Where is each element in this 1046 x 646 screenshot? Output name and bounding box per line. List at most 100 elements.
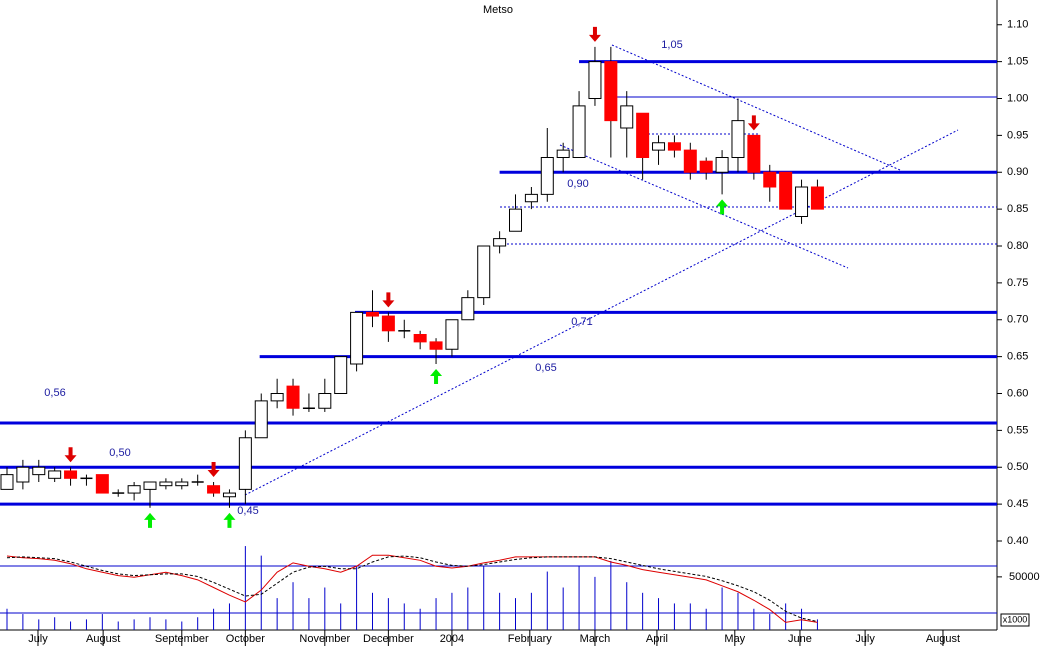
candle-body xyxy=(429,341,443,350)
candle-body xyxy=(286,385,300,409)
level-label: 0,90 xyxy=(567,178,588,190)
candle-body xyxy=(652,142,666,151)
x-tick-label: April xyxy=(646,633,668,645)
candle-body xyxy=(0,474,14,490)
y-tick-label: 0.50 xyxy=(1007,461,1028,473)
candle-body xyxy=(477,245,491,299)
y-tick-label: 0.45 xyxy=(1007,498,1028,510)
y-tick-label: 0.85 xyxy=(1007,203,1028,215)
x-tick-label: 2004 xyxy=(440,633,464,645)
candle-body xyxy=(620,105,634,129)
volume-tick-label: 50000 xyxy=(1009,571,1040,583)
candle-body xyxy=(747,134,761,173)
x-tick-label: September xyxy=(155,633,209,645)
candle-body xyxy=(461,297,475,321)
candle-body xyxy=(254,400,268,439)
candle-body xyxy=(445,319,459,350)
candle-body xyxy=(127,485,141,494)
candle-body xyxy=(222,492,236,498)
candle-body xyxy=(95,474,109,494)
sell-arrow xyxy=(747,115,760,131)
y-tick-label: 0.80 xyxy=(1007,240,1028,252)
unit-box xyxy=(1000,613,1030,627)
x-tick-label: July xyxy=(28,633,48,645)
candle-body xyxy=(493,238,507,247)
candle-body xyxy=(350,311,364,365)
candle-body xyxy=(731,120,745,158)
sell-arrow xyxy=(207,462,220,477)
trend-line xyxy=(611,44,901,171)
sell-arrow xyxy=(382,292,395,308)
candle-body xyxy=(763,171,777,188)
y-tick-label: 0.60 xyxy=(1007,387,1028,399)
indicator-line xyxy=(6,554,818,623)
y-tick-label: 0.75 xyxy=(1007,277,1028,289)
candle-body xyxy=(715,157,729,173)
candle-body xyxy=(32,466,46,476)
y-tick-label: 0.95 xyxy=(1007,129,1028,141)
chart-title: Metso xyxy=(483,4,513,16)
level-label: 0,45 xyxy=(237,505,258,517)
y-tick-label: 0.55 xyxy=(1007,424,1028,436)
candle-body xyxy=(588,61,602,99)
candle-body xyxy=(48,470,62,479)
level-label: 0,50 xyxy=(109,447,130,459)
candle-body xyxy=(779,171,793,210)
x-tick-label: December xyxy=(363,633,414,645)
candle-body xyxy=(270,393,284,402)
x-tick-label: March xyxy=(580,633,611,645)
candle-body xyxy=(699,160,713,173)
candle-body xyxy=(413,334,427,343)
level-label: 1,05 xyxy=(661,39,682,51)
candle-body xyxy=(540,157,554,195)
x-tick-label: August xyxy=(926,633,960,645)
candle-body xyxy=(318,393,332,409)
y-tick-label: 0.70 xyxy=(1007,314,1028,326)
indicator-line xyxy=(6,555,818,622)
y-tick-label: 1.05 xyxy=(1007,56,1028,68)
candle-body xyxy=(238,437,252,490)
candle-body xyxy=(509,208,523,232)
x-tick-label: November xyxy=(299,633,350,645)
buy-arrow xyxy=(430,369,443,384)
y-tick-label: 0.40 xyxy=(1007,535,1028,547)
x-tick-label: July xyxy=(855,633,875,645)
candle-body xyxy=(175,481,189,487)
level-label: 0,71 xyxy=(571,316,592,328)
x-tick-label: May xyxy=(724,633,745,645)
buy-arrow xyxy=(223,512,236,528)
y-tick-label: 1.10 xyxy=(1007,19,1028,31)
y-tick-label: 1.00 xyxy=(1007,92,1028,104)
candle-body xyxy=(207,485,221,494)
volume-unit: x1000 xyxy=(1003,614,1028,624)
x-tick-label: October xyxy=(226,633,265,645)
x-tick-label: August xyxy=(86,633,120,645)
candle-body xyxy=(572,105,586,158)
level-label: 0,65 xyxy=(535,362,556,374)
buy-arrow xyxy=(716,199,729,215)
candle-body xyxy=(524,193,538,203)
x-tick-label: June xyxy=(788,633,812,645)
candle-body xyxy=(604,61,618,122)
level-label: 0,56 xyxy=(44,387,65,399)
candle-body xyxy=(667,142,681,151)
candle-body xyxy=(381,315,395,332)
candle-body xyxy=(334,356,348,394)
y-tick-label: 0.90 xyxy=(1007,166,1028,178)
candle-body xyxy=(365,311,379,317)
candle-body xyxy=(810,186,824,210)
sell-arrow xyxy=(64,447,77,463)
candle-body xyxy=(556,149,570,158)
candle-body xyxy=(64,470,78,479)
candle-body xyxy=(16,466,30,483)
candle-body xyxy=(159,481,173,487)
buy-arrow xyxy=(144,512,157,528)
y-tick-label: 0.65 xyxy=(1007,351,1028,363)
candle-body xyxy=(683,149,697,173)
candle-body xyxy=(636,112,650,158)
sell-arrow xyxy=(588,26,601,42)
x-tick-label: February xyxy=(508,633,553,645)
candle-body xyxy=(143,481,157,490)
